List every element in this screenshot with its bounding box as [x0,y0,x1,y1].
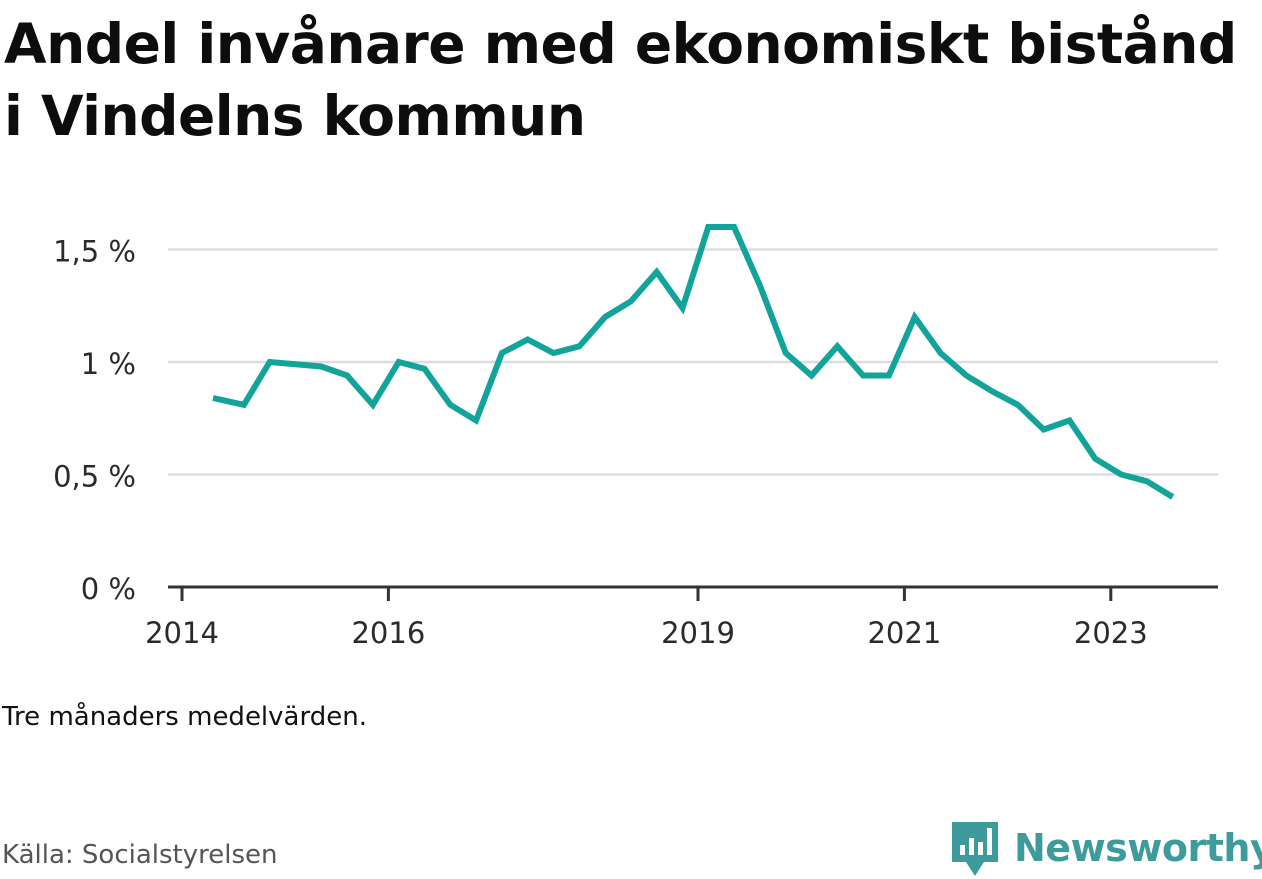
newsworthy-logo: Newsworthy [950,818,1262,878]
y-tick-label: 0 % [81,572,136,606]
source-label: Källa: Socialstyrelsen [2,840,278,870]
brand-name: Newsworthy [1014,826,1262,870]
gridlines [168,248,1218,476]
line-chart: 0 % 0,5 % 1 % 1,5 % 2014 2016 2019 2021 2023 [53,224,1218,650]
chart-title: Andel invånare med ekonomiskt bistånd i … [4,12,1237,148]
x-tick-label: 2016 [351,616,425,650]
bar-chart-speech-bubble-icon [952,822,998,876]
chart-note: Tre månaders medelvärden. [2,702,367,732]
x-tick-label: 2023 [1074,616,1148,650]
series-line [212,224,1175,500]
x-tick-label: 2021 [867,616,941,650]
x-tick-label: 2014 [145,616,219,650]
y-tick-label: 1,5 % [53,235,136,269]
y-axis-tick-labels: 0 % 0,5 % 1 % 1,5 % [53,235,136,607]
y-tick-label: 1 % [81,347,136,381]
x-axis-ticks: 2014 2016 2019 2021 2023 [145,587,1148,650]
y-tick-label: 0,5 % [53,460,136,494]
x-tick-label: 2019 [661,616,735,650]
